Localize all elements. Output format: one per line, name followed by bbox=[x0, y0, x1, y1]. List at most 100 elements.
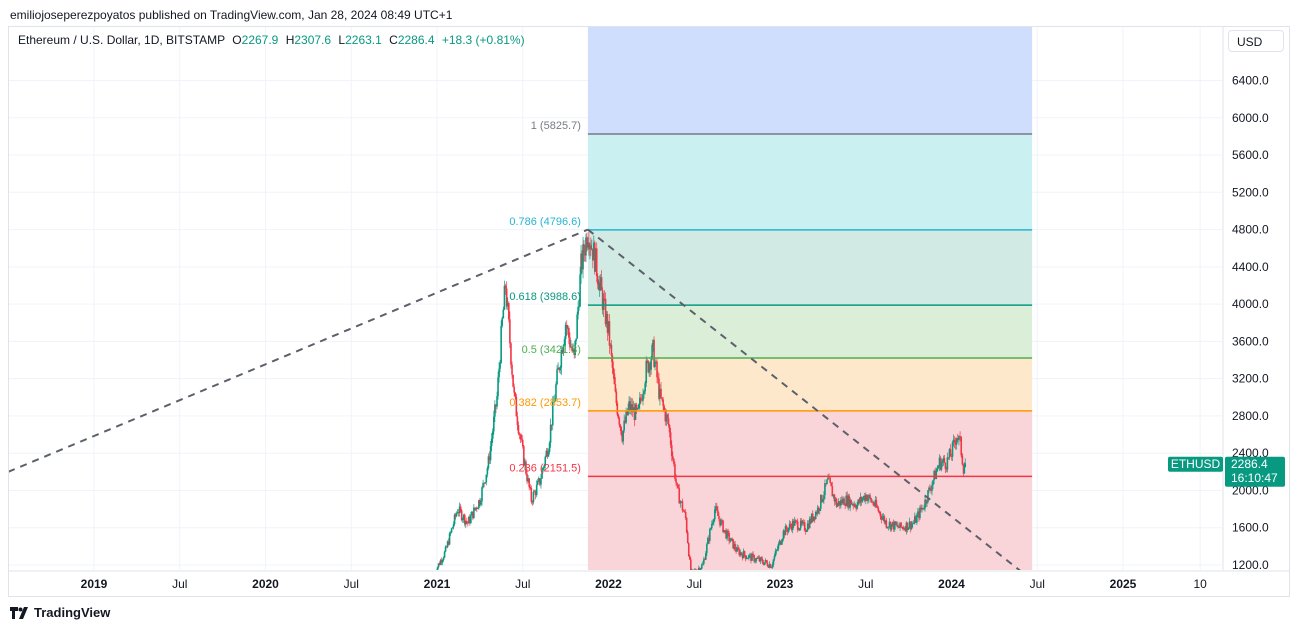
candle-body bbox=[477, 508, 479, 509]
candle-body bbox=[609, 344, 612, 346]
candle-body bbox=[679, 501, 682, 504]
candle-body bbox=[470, 515, 472, 524]
candle-body bbox=[695, 569, 697, 570]
candle-body bbox=[593, 242, 595, 261]
tradingview-logo[interactable]: TradingView bbox=[10, 605, 110, 620]
candle-body bbox=[739, 552, 742, 556]
candle-body bbox=[732, 539, 734, 549]
candle-body bbox=[578, 306, 580, 308]
candle-body bbox=[440, 560, 443, 563]
candle-body bbox=[680, 501, 683, 503]
candle-body bbox=[612, 368, 615, 374]
candle-body bbox=[585, 237, 587, 256]
candle-body bbox=[453, 514, 456, 525]
fib-level-label: 0.786 (4796.6) bbox=[509, 216, 581, 228]
candle-body bbox=[916, 515, 918, 523]
candle-body bbox=[489, 446, 492, 461]
candle-body bbox=[435, 572, 437, 573]
candle-body bbox=[913, 516, 916, 523]
candle-body bbox=[451, 527, 454, 529]
candle-body bbox=[582, 244, 584, 270]
candle-body bbox=[660, 388, 662, 398]
time-tick-label: Jul bbox=[344, 577, 359, 591]
candle-body bbox=[654, 362, 656, 368]
candle-body bbox=[726, 530, 728, 539]
candle-body bbox=[759, 557, 762, 562]
candle-body bbox=[620, 426, 623, 435]
candle-body bbox=[455, 513, 458, 517]
candle-body bbox=[849, 499, 851, 508]
candle-body bbox=[634, 404, 637, 420]
candle-body bbox=[603, 298, 606, 300]
candle-body bbox=[856, 504, 858, 509]
price-tick-label: 6000.0 bbox=[1232, 111, 1269, 125]
candle-body bbox=[686, 532, 689, 544]
candle-body bbox=[904, 528, 907, 532]
close-label: C bbox=[389, 33, 398, 47]
candle-body bbox=[890, 523, 893, 530]
candle-body bbox=[658, 378, 660, 399]
candle-body bbox=[797, 529, 800, 531]
fib-zone bbox=[587, 410, 1033, 477]
candle-body bbox=[825, 483, 827, 485]
currency-button[interactable]: USD bbox=[1228, 30, 1284, 52]
candle-body bbox=[659, 388, 661, 399]
candle-body bbox=[811, 513, 814, 521]
trendline[interactable] bbox=[587, 228, 1024, 574]
time-tick-label: 2025 bbox=[1110, 577, 1137, 591]
candle-body bbox=[780, 542, 783, 545]
candle-body bbox=[709, 529, 711, 541]
trendline[interactable] bbox=[8, 228, 589, 473]
candle-body bbox=[906, 522, 909, 530]
candle-body bbox=[498, 368, 500, 378]
candle-body bbox=[812, 516, 815, 521]
candle-body bbox=[813, 516, 816, 520]
symbol-name[interactable]: Ethereum / U.S. Dollar, 1D, BITSTAMP bbox=[18, 33, 225, 47]
candle-body bbox=[458, 506, 461, 514]
candle-body bbox=[515, 396, 518, 417]
candle-body bbox=[748, 555, 750, 559]
candle-body bbox=[772, 559, 775, 565]
candle-body bbox=[516, 416, 519, 425]
candle-body bbox=[556, 369, 558, 385]
candle-body bbox=[531, 501, 534, 503]
candle-body bbox=[530, 488, 533, 502]
candle-body bbox=[568, 327, 570, 338]
candle-body bbox=[434, 572, 436, 574]
price-tick-label: 3200.0 bbox=[1232, 372, 1269, 386]
last-price-box[interactable] bbox=[1225, 456, 1285, 487]
price-tick-label: 5600.0 bbox=[1232, 148, 1269, 162]
candle-body bbox=[713, 519, 715, 523]
candle-body bbox=[729, 540, 731, 542]
candle-body bbox=[550, 424, 553, 426]
candle-body bbox=[436, 567, 439, 570]
candle-body bbox=[734, 543, 736, 550]
candle-body bbox=[712, 522, 714, 524]
candle-body bbox=[698, 568, 700, 570]
candle-body bbox=[910, 524, 913, 529]
candle-body bbox=[915, 516, 917, 523]
candle-body bbox=[509, 319, 511, 344]
candle-body bbox=[687, 543, 690, 557]
candle-body bbox=[645, 360, 648, 384]
candle-body bbox=[794, 520, 797, 522]
candle-body bbox=[646, 360, 649, 362]
candle-body bbox=[640, 397, 642, 400]
candle-body bbox=[562, 345, 565, 354]
candle-body bbox=[576, 314, 578, 339]
candle-body bbox=[917, 511, 919, 516]
candle-body bbox=[722, 520, 724, 533]
candle-body bbox=[796, 521, 799, 530]
candle-body bbox=[784, 526, 787, 536]
chart-frame[interactable] bbox=[8, 26, 1290, 597]
candle-body bbox=[673, 459, 675, 465]
candle-body bbox=[963, 467, 966, 474]
candle-body bbox=[551, 402, 554, 426]
candle-body bbox=[783, 530, 786, 536]
candle-body bbox=[755, 558, 758, 561]
candle-body bbox=[779, 540, 782, 545]
candle-body bbox=[448, 533, 451, 545]
ticker-tag-box[interactable] bbox=[1168, 456, 1223, 472]
candle-body bbox=[594, 248, 597, 272]
